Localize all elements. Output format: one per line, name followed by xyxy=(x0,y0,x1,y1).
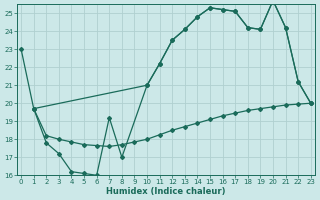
X-axis label: Humidex (Indice chaleur): Humidex (Indice chaleur) xyxy=(106,187,226,196)
